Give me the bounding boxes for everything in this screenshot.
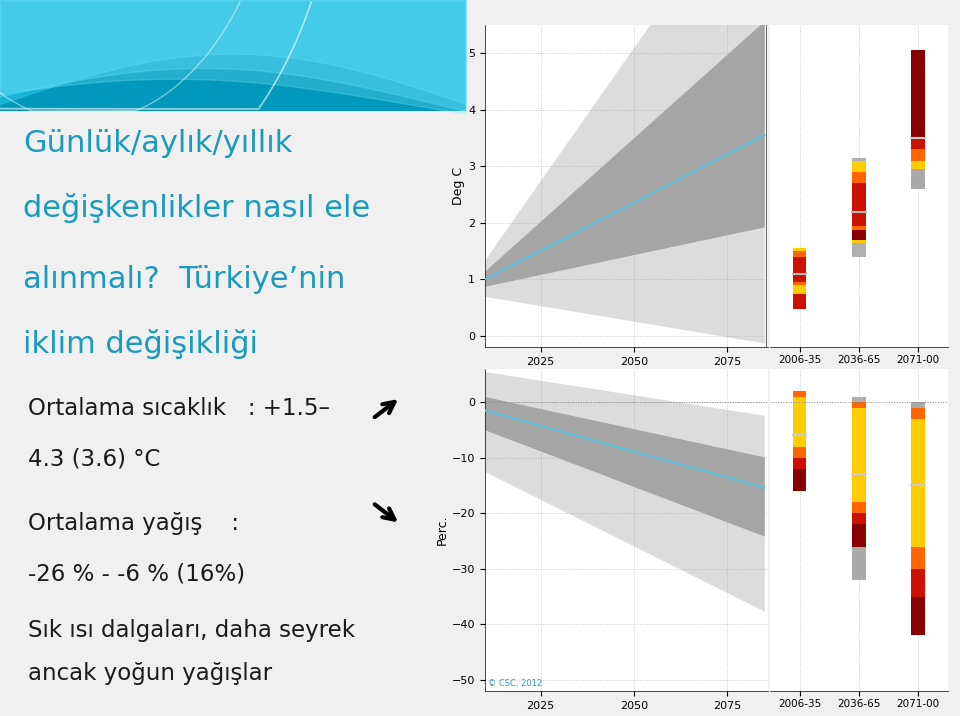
Bar: [793, 257, 806, 282]
Bar: [911, 402, 924, 635]
Bar: [911, 51, 924, 189]
Bar: [852, 160, 866, 243]
Bar: [911, 51, 924, 138]
Bar: [793, 397, 806, 447]
Bar: [911, 413, 924, 613]
Bar: [852, 172, 866, 231]
Bar: [793, 251, 806, 285]
Bar: [793, 397, 806, 480]
Y-axis label: Perc.: Perc.: [436, 515, 449, 545]
Bar: [852, 183, 866, 226]
Bar: [911, 93, 924, 150]
Bar: [793, 248, 806, 305]
Text: -26 % - -6 % (16%): -26 % - -6 % (16%): [28, 562, 245, 585]
Text: Ortalama sıcaklık   : +1.5–: Ortalama sıcaklık : +1.5–: [28, 397, 330, 420]
Text: 4.3 (3.6) °C: 4.3 (3.6) °C: [28, 448, 160, 470]
Bar: [852, 158, 866, 257]
Bar: [0, 0, 466, 111]
Bar: [911, 82, 924, 160]
Bar: [852, 402, 866, 513]
Bar: [852, 407, 866, 502]
Text: © CSC, 2012: © CSC, 2012: [488, 679, 541, 687]
Text: Sık ısı dalgaları, daha seyrek: Sık ısı dalgaları, daha seyrek: [28, 619, 355, 642]
Bar: [852, 397, 866, 558]
Bar: [852, 546, 866, 580]
Text: Günlük/aylık/yıllık: Günlük/aylık/yıllık: [23, 129, 293, 158]
Bar: [793, 391, 806, 491]
Bar: [911, 419, 924, 546]
Bar: [793, 248, 806, 294]
Text: ancak yoğun yağışlar: ancak yoğun yağışlar: [28, 662, 272, 685]
Text: iklim değişikliği: iklim değişikliği: [23, 329, 258, 359]
Text: değişkenlikler nasıl ele: değişkenlikler nasıl ele: [23, 193, 371, 223]
Bar: [911, 596, 924, 635]
Bar: [793, 391, 806, 458]
Text: alınmalı?  Türkiye’nin: alınmalı? Türkiye’nin: [23, 265, 346, 294]
Bar: [852, 230, 866, 240]
Bar: [852, 524, 866, 558]
Bar: [793, 469, 806, 491]
Bar: [852, 402, 866, 541]
Text: Ortalama yağış    :: Ortalama yağış :: [28, 512, 239, 535]
Bar: [911, 407, 924, 569]
Y-axis label: Deg C: Deg C: [452, 167, 466, 205]
Bar: [793, 294, 806, 309]
Bar: [911, 73, 924, 169]
